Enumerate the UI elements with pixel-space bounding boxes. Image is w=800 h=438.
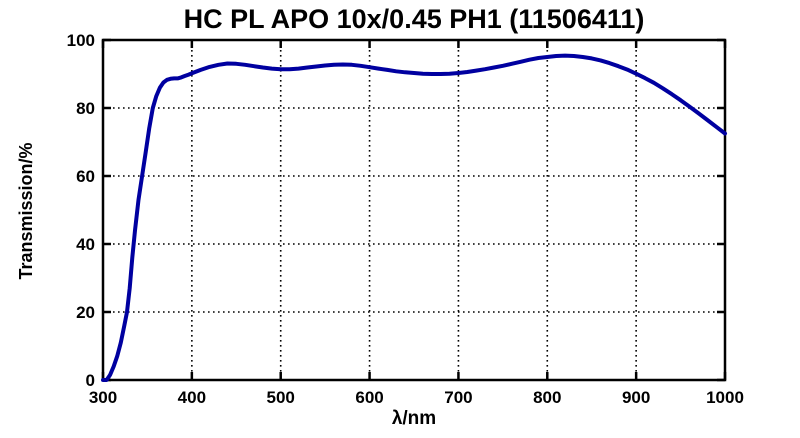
x-tick-label: 600	[355, 388, 383, 407]
y-tick-label: 100	[67, 31, 95, 50]
plot-border	[101, 38, 727, 382]
x-axis-label: λ/nm	[391, 408, 437, 429]
y-tick-label: 40	[76, 235, 95, 254]
y-axis-label: Transmission/%	[16, 142, 36, 280]
x-tick-label: 300	[89, 388, 117, 407]
transmission-curve	[101, 53, 727, 382]
x-tick-label: 800	[533, 388, 561, 407]
y-tick-label: 80	[76, 99, 95, 118]
x-tick-label: 500	[267, 388, 295, 407]
y-tick-label: 0	[86, 371, 95, 390]
chart-title: HC PL APO 10x/0.45 PH1 (11506411)	[183, 4, 645, 34]
y-tick-label: 60	[76, 167, 95, 186]
x-tick-label: 400	[178, 388, 206, 407]
x-tick-label: 900	[622, 388, 650, 407]
x-tick-label: 1000	[706, 388, 744, 407]
y-tick-label: 20	[76, 303, 95, 322]
x-tick-label: 700	[444, 388, 472, 407]
